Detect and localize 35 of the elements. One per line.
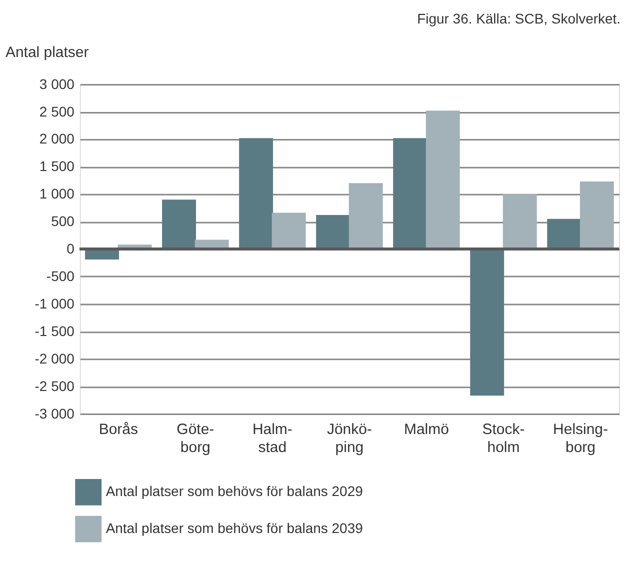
y-tick-label: 1 000 [39,186,75,202]
y-tick-label: 2 500 [39,103,75,120]
bar [502,194,537,250]
y-tick-label: -1 000 [34,295,75,312]
bar [162,200,196,250]
bar [239,138,274,250]
y-tick-label: -1 500 [34,322,75,339]
y-tick-label: 1 500 [39,158,75,174]
x-tick-label: Malmö [404,421,449,438]
bar [272,212,306,250]
x-tick-label: Göte- borg [176,421,214,456]
legend-label: Antal platser som behövs för balans 2029 [106,483,364,500]
y-tick-label: -2 000 [34,350,75,366]
y-tick-label: 500 [51,213,75,230]
bar [316,214,350,250]
y-tick-label: 3 000 [39,76,75,92]
text: Figur 36. Källa: SCB, Skolverket. [417,10,621,26]
bar [348,183,383,250]
x-tick-label: Jönkö- ping [326,421,372,456]
bar [547,218,582,250]
y-tick-label: -500 [46,268,75,284]
bar [393,138,428,250]
legend-label: Antal platser som behövs för balans 2039 [106,520,364,536]
y-tick-label: 0 [66,240,75,257]
bar [426,110,460,250]
x-tick-label: Borås [98,421,138,438]
bar [470,249,504,396]
bar [580,181,614,250]
y-tick-label: -3 000 [34,405,75,422]
x-tick-label: Stock- holm [482,421,525,456]
y-tick-label: -2 500 [34,378,75,394]
x-tick-label: Halm- stad [252,421,292,456]
x-tick-label: Helsing- borg [553,421,608,456]
y-axis-title: Antal platser [5,44,89,61]
y-tick-label: 2 000 [39,130,75,147]
